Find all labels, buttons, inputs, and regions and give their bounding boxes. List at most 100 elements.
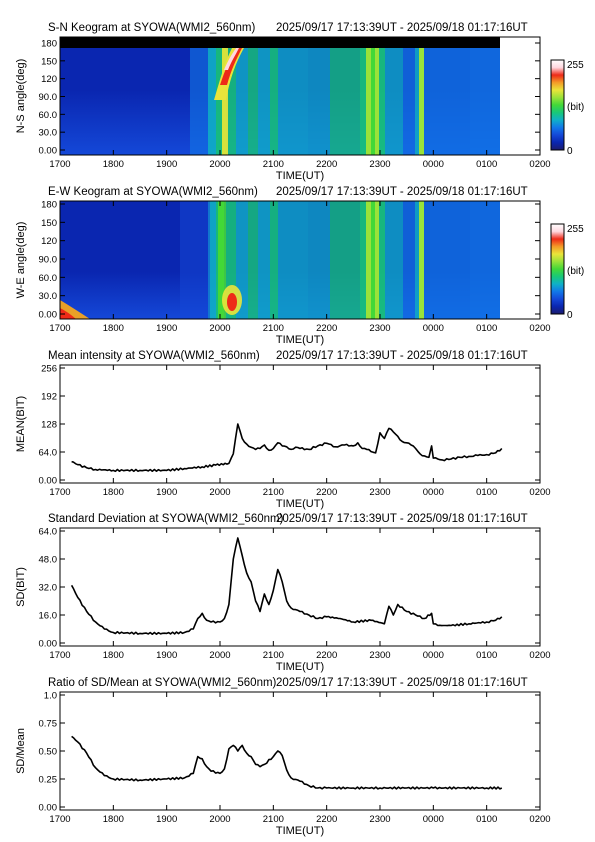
sn-keogram-ytick-label: 180 xyxy=(41,39,57,50)
sd-xtick-label: 1800 xyxy=(103,650,124,661)
ew-keogram-xtick-label: 0200 xyxy=(529,323,550,334)
ew-keogram-panel: E-W Keogram at SYOWA(WMI2_560nm) 2025/09… xyxy=(15,186,584,346)
sn-keogram-panel: S-N Keogram at SYOWA(WMI2_560nm) 2025/09… xyxy=(15,22,584,182)
sn-keogram-xtick-label: 1700 xyxy=(49,159,70,170)
sd-frame xyxy=(59,527,541,647)
ew-keogram-xtick-label: 0000 xyxy=(423,323,444,334)
sn-keogram-stripe xyxy=(226,48,236,155)
ew-keogram-ytick-label: 150 xyxy=(41,218,57,229)
ew-keogram-ytick-label: 0.00 xyxy=(39,310,58,321)
ew-colorbar-scale xyxy=(550,223,565,315)
ratio-xtick-label: 2000 xyxy=(209,814,230,825)
mean-ytick-label: 128 xyxy=(41,420,57,431)
sd-xtick-label: 1900 xyxy=(156,650,177,661)
ew-keogram-stripe xyxy=(375,201,379,319)
sn-keogram-xtick-label: 0200 xyxy=(529,159,550,170)
sn-keogram-stripe xyxy=(403,48,415,155)
ratio-y-axis: 0.00 0.25 0.50 0.75 1.0 xyxy=(39,691,540,814)
ew-keogram-stripe xyxy=(419,201,424,319)
sn-keogram-stripe xyxy=(270,48,278,155)
sn-keogram-ytick-label: 60.0 xyxy=(39,110,58,121)
ratio-ytick-label: 0.00 xyxy=(39,803,58,814)
sd-ylabel: SD(BIT) xyxy=(15,567,27,607)
sn-colorbar: 255 (bit) 0 xyxy=(550,59,584,157)
ew-keogram-stripe xyxy=(180,201,210,319)
sd-time-range: 2025/09/17 17:13:39UT - 2025/09/18 01:17… xyxy=(276,513,528,525)
mean-title: Mean intensity at SYOWA(WMI2_560nm) xyxy=(48,350,260,362)
ew-keogram-stripe xyxy=(360,201,366,319)
ew-keogram-stripe xyxy=(248,201,258,319)
sn-keogram-time-range: 2025/09/17 17:13:39UT - 2025/09/18 01:17… xyxy=(276,22,528,34)
sn-keogram-stripe xyxy=(222,48,228,155)
mean-x-axis: 1700 1800 1900 2000 2100 2200 2300 0000 0100 0200 xyxy=(49,365,551,498)
ew-keogram-ytick-label: 60.0 xyxy=(39,273,58,284)
ratio-title: Ratio of SD/Mean at SYOWA(WMI2_560nm) xyxy=(48,677,277,689)
sn-keogram-ytick-label: 90.0 xyxy=(39,92,58,103)
sn-keogram-xlabel: TIME(UT) xyxy=(276,170,324,182)
sn-keogram-x-axis: 1700 1800 1900 2000 2100 2200 2300 0000 0100 0200 xyxy=(49,37,551,170)
sn-keogram-stripe xyxy=(379,48,385,155)
ratio-ytick-label: 0.25 xyxy=(39,775,58,786)
sd-xtick-label: 0200 xyxy=(529,650,550,661)
sn-keogram-stripe xyxy=(360,48,366,155)
ew-keogram-x-axis: 1700 1800 1900 2000 2100 2200 2300 0000 0100 0200 xyxy=(49,201,551,334)
mean-time-range: 2025/09/17 17:13:39UT - 2025/09/18 01:17… xyxy=(276,350,528,362)
ew-keogram-ytick-label: 90.0 xyxy=(39,255,58,266)
sn-keogram-arc-core xyxy=(220,48,242,85)
sn-keogram-stripe xyxy=(208,48,216,155)
ew-keogram-stripe xyxy=(366,201,371,319)
ew-keogram-stripe xyxy=(371,201,375,319)
sn-keogram-ylabel: N-S angle(deg) xyxy=(15,59,27,134)
sd-xtick-label: 2000 xyxy=(209,650,230,661)
ew-keogram-image xyxy=(60,201,500,319)
ratio-xtick-label: 2100 xyxy=(263,814,284,825)
ew-keogram-stripe xyxy=(208,201,216,319)
ew-keogram-ylabel: W-E angle(deg) xyxy=(15,222,27,299)
ew-keogram-arc-core xyxy=(227,293,237,311)
ew-colorbar-max: 255 xyxy=(567,224,584,235)
mean-frame xyxy=(59,364,541,484)
ew-keogram-stripe xyxy=(308,201,330,319)
sn-keogram-ytick-label: 30.0 xyxy=(39,128,58,139)
sn-keogram-xtick-label: 2200 xyxy=(316,159,337,170)
sn-keogram-stripe xyxy=(375,48,379,155)
ew-keogram-ytick-label: 180 xyxy=(41,200,57,211)
mean-xtick-label: 2000 xyxy=(209,487,230,498)
sd-xtick-label: 2100 xyxy=(263,650,284,661)
sn-keogram-stripe xyxy=(415,48,419,155)
sd-x-axis: 1700 1800 1900 2000 2100 2200 2300 0000 0100 0200 xyxy=(49,528,551,661)
sn-keogram-stripe xyxy=(236,48,248,155)
mean-ytick-label: 192 xyxy=(41,392,57,403)
sn-keogram-stripe xyxy=(419,48,424,155)
sd-xtick-label: 0100 xyxy=(476,650,497,661)
ew-keogram-xtick-label: 2200 xyxy=(316,323,337,334)
sd-xtick-label: 0000 xyxy=(423,650,444,661)
ew-keogram-xlabel: TIME(UT) xyxy=(276,334,324,346)
ratio-series-line xyxy=(71,735,503,790)
ew-colorbar-min: 0 xyxy=(567,310,573,321)
line-chart-panels: Mean intensity at SYOWA(WMI2_560nm) 2025/… xyxy=(15,350,551,837)
ew-keogram-stripe xyxy=(270,201,278,319)
mean-xtick-label: 2100 xyxy=(263,487,284,498)
ew-keogram-corner-glow-core xyxy=(60,308,76,319)
sn-keogram-stripe xyxy=(248,48,258,155)
ratio-xtick-label: 2300 xyxy=(369,814,390,825)
sn-keogram-image xyxy=(60,37,500,155)
ew-keogram-stripe xyxy=(278,201,308,319)
sn-colorbar-max: 255 xyxy=(567,60,584,71)
ew-keogram-stripe xyxy=(258,201,270,319)
sn-keogram-ytick-label: 150 xyxy=(41,56,57,67)
sn-keogram-xtick-label: 2300 xyxy=(369,159,390,170)
ew-keogram-xtick-label: 1800 xyxy=(103,323,124,334)
sn-colorbar-min: 0 xyxy=(567,146,573,157)
sn-keogram-stripe xyxy=(430,48,470,155)
ratio-time-range: 2025/09/17 17:13:39UT - 2025/09/18 01:17… xyxy=(276,677,528,689)
ratio-xtick-label: 2200 xyxy=(316,814,337,825)
ratio-x-axis: 1700 1800 1900 2000 2100 2200 2300 0000 0100 0200 xyxy=(49,692,551,825)
sn-colorbar-scale xyxy=(550,59,565,151)
ew-keogram-stripe xyxy=(430,201,470,319)
ratio-frame xyxy=(59,691,541,811)
mean-ytick-label: 64.0 xyxy=(39,448,58,459)
ratio-ylabel: SD/Mean xyxy=(15,728,27,774)
